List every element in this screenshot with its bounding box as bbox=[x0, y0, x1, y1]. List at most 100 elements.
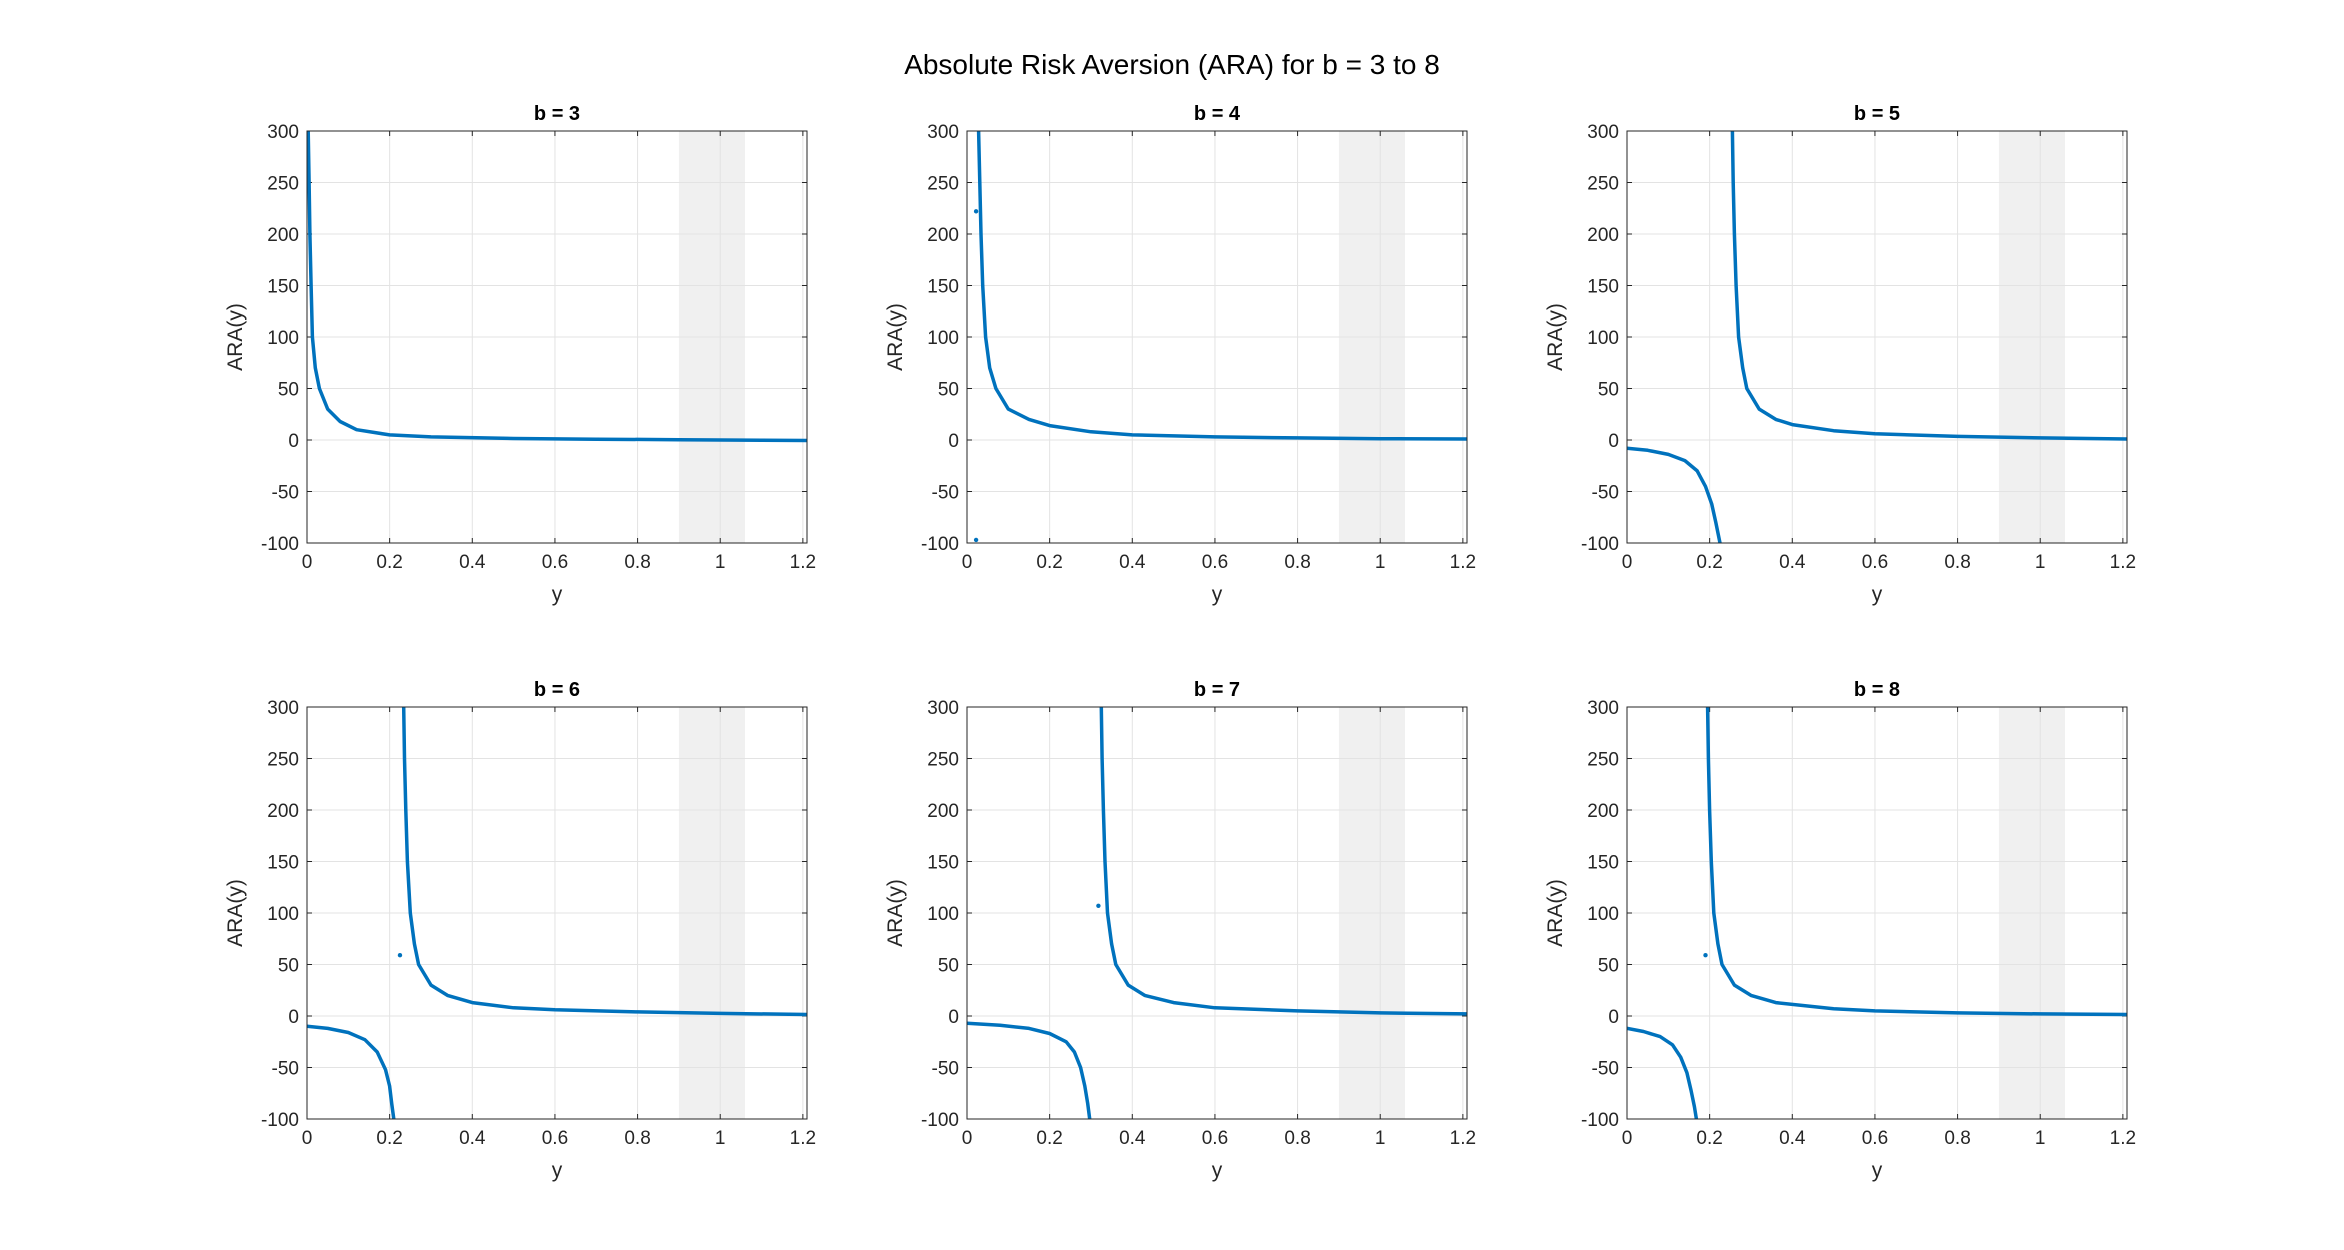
y-tick-label: 250 bbox=[1587, 750, 1619, 771]
subplot-panel: 0 0.2 0.4 0.6 0.8 1 1.2 -100 -50 0 50 100 150 200 250 3… bbox=[224, 679, 816, 1182]
y-tick-label: -50 bbox=[932, 483, 959, 504]
y-axis-label: ARA(y) bbox=[1544, 879, 1567, 947]
x-axis-label: y bbox=[552, 583, 563, 606]
y-tick-label: 300 bbox=[927, 698, 959, 719]
outlier-point bbox=[1703, 953, 1708, 958]
subplot-title: b = 6 bbox=[534, 679, 580, 701]
y-tick-label: -100 bbox=[1581, 1110, 1619, 1131]
x-tick-label: 0.8 bbox=[1944, 552, 1970, 573]
y-tick-label: 50 bbox=[278, 380, 299, 401]
outlier-point bbox=[1096, 903, 1101, 908]
outlier-point bbox=[397, 953, 403, 958]
subplot-panel: 0 0.2 0.4 0.6 0.8 1 1.2 -100 -50 0 50 100 150 200 250 3… bbox=[1544, 103, 2136, 606]
data-layer bbox=[1627, 131, 2127, 543]
y-tick-label: 250 bbox=[267, 174, 299, 195]
axes-frame bbox=[966, 706, 1468, 1120]
y-tick-label: 150 bbox=[927, 277, 959, 298]
x-tick-label: 0 bbox=[302, 1128, 313, 1149]
x-tick-label: 0 bbox=[302, 552, 313, 573]
y-tick-label: -50 bbox=[1592, 1059, 1619, 1080]
x-tick-label: 0 bbox=[962, 1128, 973, 1149]
series-line bbox=[401, 707, 807, 1017]
figure-title: Absolute Risk Aversion (ARA) for b = 3 t… bbox=[904, 49, 1440, 80]
x-tick-label: 1.2 bbox=[1450, 1128, 1476, 1149]
y-axis-label: ARA(y) bbox=[884, 303, 907, 371]
y-tick-label: 200 bbox=[927, 801, 959, 822]
x-tick-label: 1 bbox=[2035, 1128, 2046, 1149]
series-line bbox=[1627, 446, 1722, 543]
x-tick-label: 0.6 bbox=[542, 1128, 568, 1149]
x-tick-label: 1.2 bbox=[1450, 552, 1476, 573]
x-axis-label: y bbox=[1212, 1159, 1223, 1182]
y-tick-label: 50 bbox=[278, 956, 299, 977]
x-tick-label: 0.2 bbox=[376, 1128, 402, 1149]
data-layer bbox=[967, 707, 1467, 1119]
y-tick-label: 100 bbox=[1587, 904, 1619, 925]
x-tick-label: 0.2 bbox=[376, 552, 402, 573]
y-tick-label: 0 bbox=[948, 431, 959, 452]
data-layer bbox=[307, 707, 807, 1119]
x-tick-label: 0.4 bbox=[1779, 552, 1806, 573]
y-axis-label: ARA(y) bbox=[224, 879, 247, 947]
y-tick-label: 300 bbox=[927, 122, 959, 143]
y-tick-label: 300 bbox=[267, 122, 299, 143]
y-tick-label: 150 bbox=[1587, 277, 1619, 298]
x-tick-label: 0 bbox=[962, 552, 973, 573]
y-tick-label: -100 bbox=[261, 1110, 299, 1131]
x-tick-label: 0.8 bbox=[1284, 1128, 1310, 1149]
x-tick-label: 0.4 bbox=[459, 1128, 486, 1149]
series-line bbox=[1705, 707, 2127, 1017]
y-tick-label: 300 bbox=[1587, 698, 1619, 719]
x-tick-label: 0.2 bbox=[1696, 552, 1722, 573]
axes-frame bbox=[1626, 706, 2128, 1120]
x-tick-label: 0.2 bbox=[1696, 1128, 1722, 1149]
series-line bbox=[307, 1024, 396, 1119]
x-tick-label: 0.6 bbox=[1202, 552, 1228, 573]
y-tick-label: -50 bbox=[932, 1059, 959, 1080]
x-tick-label: 1 bbox=[1375, 552, 1386, 573]
x-tick-label: 0.6 bbox=[542, 552, 568, 573]
data-layer bbox=[307, 131, 807, 443]
y-tick-label: -50 bbox=[1592, 483, 1619, 504]
x-axis-label: y bbox=[1212, 583, 1223, 606]
y-tick-label: -100 bbox=[921, 1110, 959, 1131]
y-axis-label: ARA(y) bbox=[1544, 303, 1567, 371]
y-tick-label: 150 bbox=[267, 277, 299, 298]
subplot-title: b = 3 bbox=[534, 103, 580, 125]
y-tick-label: 50 bbox=[938, 956, 959, 977]
subplot-grid: 0 0.2 0.4 0.6 0.8 1 1.2-100-500501001502002503… bbox=[224, 103, 2136, 1182]
y-tick-label: -100 bbox=[261, 534, 299, 555]
x-tick-label: 1.2 bbox=[790, 1128, 816, 1149]
x-axis-label: y bbox=[1872, 1159, 1883, 1182]
y-tick-label: 150 bbox=[267, 853, 299, 874]
subplot-panel: 0 0.2 0.4 0.6 0.8 1 1.2 -100 -50 0 50 100 150 200 250 3… bbox=[884, 679, 1476, 1182]
y-tick-label: 200 bbox=[927, 225, 959, 246]
y-tick-label: 200 bbox=[267, 225, 299, 246]
x-tick-label: 1 bbox=[1375, 1128, 1386, 1149]
x-tick-label: 0.8 bbox=[1944, 1128, 1970, 1149]
y-tick-label: 300 bbox=[267, 698, 299, 719]
subplot-title: b = 5 bbox=[1854, 103, 1900, 125]
x-tick-label: 0.4 bbox=[1119, 552, 1146, 573]
subplot-panel: 0 0.2 0.4 0.6 0.8 1 1.2 -100 -50 0 50 100 150 200 250 3… bbox=[884, 103, 1476, 606]
x-tick-label: 1 bbox=[2035, 552, 2046, 573]
x-tick-label: 1 bbox=[715, 1128, 726, 1149]
y-tick-label: -50 bbox=[272, 483, 299, 504]
y-tick-label: 0 bbox=[1608, 431, 1619, 452]
y-tick-label: 200 bbox=[1587, 801, 1619, 822]
y-tick-label: 0 bbox=[288, 431, 299, 452]
x-tick-label: 1.2 bbox=[790, 552, 816, 573]
y-tick-label: 100 bbox=[267, 328, 299, 349]
y-tick-label: -50 bbox=[272, 1059, 299, 1080]
x-tick-label: 0.8 bbox=[624, 552, 650, 573]
series-line bbox=[1099, 707, 1467, 1016]
x-axis-label: y bbox=[1872, 583, 1883, 606]
y-tick-label: 100 bbox=[1587, 328, 1619, 349]
y-axis-label: ARA(y) bbox=[224, 303, 247, 371]
x-tick-label: 0.6 bbox=[1862, 552, 1888, 573]
series-line bbox=[1730, 131, 2127, 441]
series-line bbox=[307, 131, 807, 443]
subplot-panel: 0 0.2 0.4 0.6 0.8 1 1.2 -100 -50 0 50 100 150 200 250 3… bbox=[224, 103, 816, 606]
y-tick-label: 150 bbox=[927, 853, 959, 874]
y-tick-label: 0 bbox=[1608, 1007, 1619, 1028]
